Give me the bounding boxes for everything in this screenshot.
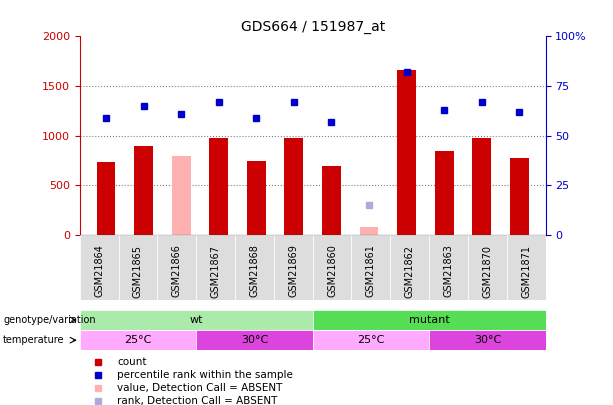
Bar xyxy=(158,235,196,300)
Bar xyxy=(313,330,429,350)
Bar xyxy=(172,156,191,235)
Text: genotype/variation: genotype/variation xyxy=(3,315,96,325)
Text: count: count xyxy=(117,357,147,367)
Bar xyxy=(351,235,390,300)
Text: GSM21866: GSM21866 xyxy=(172,245,181,298)
Bar xyxy=(196,330,313,350)
Bar xyxy=(313,235,351,300)
Text: GSM21868: GSM21868 xyxy=(249,245,259,298)
Bar xyxy=(134,146,153,235)
Text: GSM21861: GSM21861 xyxy=(366,245,376,298)
Text: 30°C: 30°C xyxy=(241,335,268,345)
Bar xyxy=(80,330,196,350)
Bar xyxy=(97,162,115,235)
Text: wt: wt xyxy=(189,315,203,325)
Text: temperature: temperature xyxy=(3,335,64,345)
Bar xyxy=(322,166,341,235)
Text: 30°C: 30°C xyxy=(474,335,501,345)
Text: 25°C: 25°C xyxy=(357,335,384,345)
Bar xyxy=(507,235,546,300)
Text: mutant: mutant xyxy=(409,315,449,325)
Bar xyxy=(247,162,265,235)
Text: GSM21860: GSM21860 xyxy=(327,245,337,298)
Text: value, Detection Call = ABSENT: value, Detection Call = ABSENT xyxy=(117,383,283,393)
Bar xyxy=(196,235,235,300)
Text: GSM21870: GSM21870 xyxy=(482,245,492,298)
Bar xyxy=(209,138,228,235)
Bar xyxy=(397,70,416,235)
Text: GSM21869: GSM21869 xyxy=(288,245,298,298)
Text: GSM21867: GSM21867 xyxy=(211,245,221,298)
Bar xyxy=(313,310,546,330)
Text: GSM21871: GSM21871 xyxy=(521,245,531,298)
Bar xyxy=(435,151,454,235)
Title: GDS664 / 151987_at: GDS664 / 151987_at xyxy=(240,20,385,34)
Bar xyxy=(390,235,429,300)
Text: 25°C: 25°C xyxy=(124,335,151,345)
Bar xyxy=(118,235,158,300)
Bar xyxy=(510,158,528,235)
Bar xyxy=(472,138,491,235)
Bar xyxy=(274,235,313,300)
Text: GSM21862: GSM21862 xyxy=(405,245,414,298)
Bar xyxy=(80,310,313,330)
Bar xyxy=(80,235,118,300)
Bar xyxy=(360,228,378,235)
Text: GSM21865: GSM21865 xyxy=(133,245,143,298)
Text: GSM21864: GSM21864 xyxy=(94,245,104,298)
Bar xyxy=(284,138,303,235)
Bar xyxy=(429,235,468,300)
Bar xyxy=(235,235,274,300)
Text: percentile rank within the sample: percentile rank within the sample xyxy=(117,370,293,380)
Text: GSM21863: GSM21863 xyxy=(444,245,454,298)
Text: rank, Detection Call = ABSENT: rank, Detection Call = ABSENT xyxy=(117,396,277,405)
Bar xyxy=(429,330,546,350)
Bar xyxy=(468,235,507,300)
